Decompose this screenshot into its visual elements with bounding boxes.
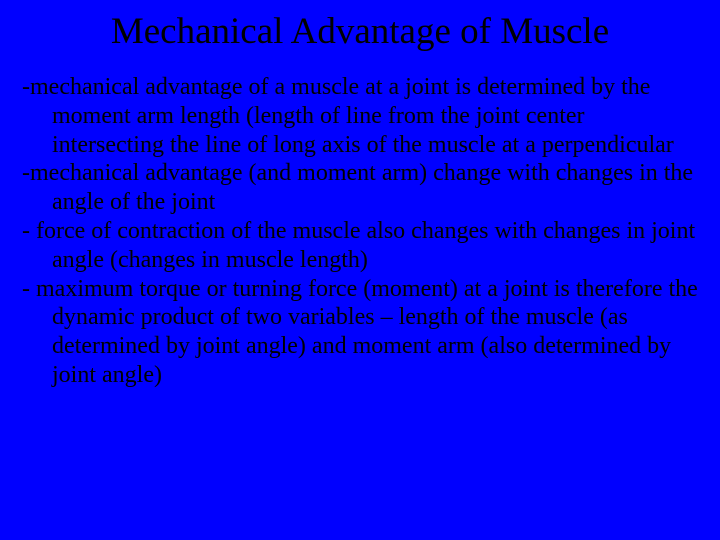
bullet-item: - maximum torque or turning force (momen… bbox=[22, 275, 698, 390]
slide: Mechanical Advantage of Muscle -mechanic… bbox=[0, 0, 720, 540]
slide-title: Mechanical Advantage of Muscle bbox=[0, 0, 720, 73]
bullet-item: -mechanical advantage (and moment arm) c… bbox=[22, 159, 698, 217]
slide-body: -mechanical advantage of a muscle at a j… bbox=[0, 73, 720, 390]
bullet-item: -mechanical advantage of a muscle at a j… bbox=[22, 73, 698, 159]
bullet-item: - force of contraction of the muscle als… bbox=[22, 217, 698, 275]
